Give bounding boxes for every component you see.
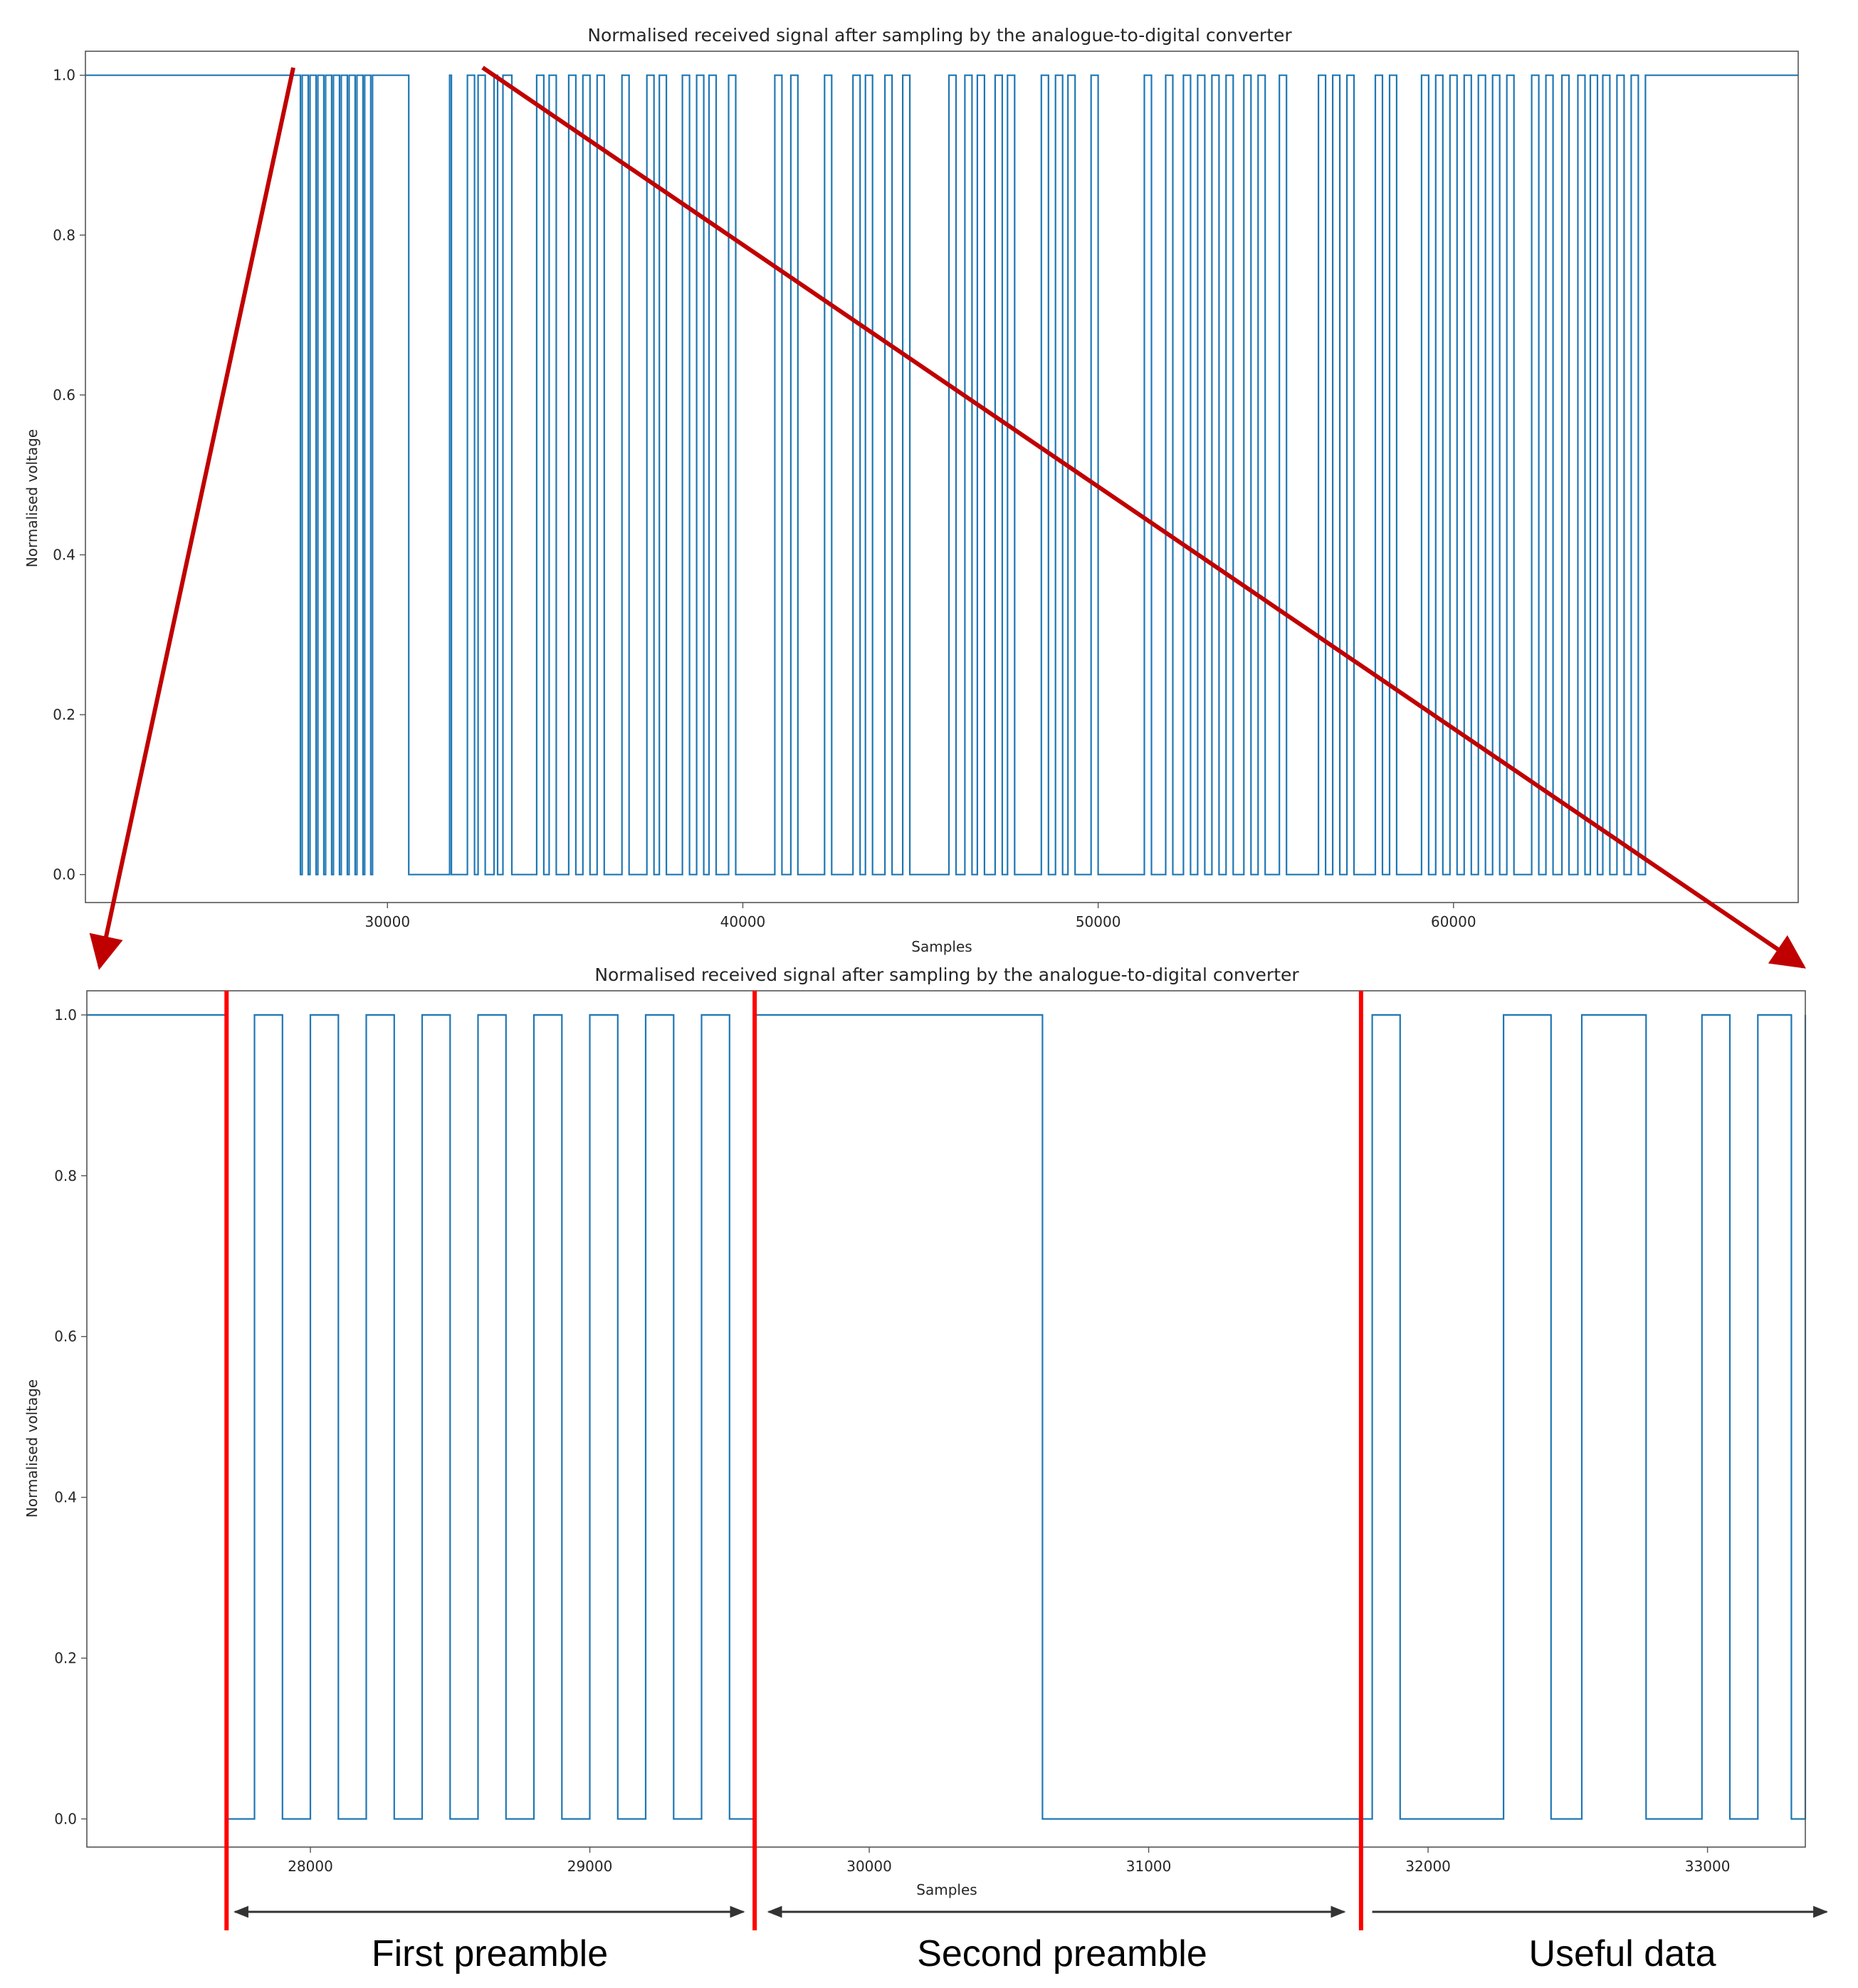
zoomed-x-tick-label: 28000 <box>288 1858 333 1875</box>
label-first-preamble: First preamble <box>372 1933 608 1974</box>
overview-y-axis-label: Normalised voltage <box>23 429 41 567</box>
overview-y-tick-label: 0.6 <box>53 386 75 404</box>
overview-y-tick-label: 1.0 <box>53 67 75 84</box>
zoomed-axes-frame <box>86 990 1806 1848</box>
zoomed-y-tick-label: 0.6 <box>54 1328 77 1345</box>
overview-x-tick-label: 60000 <box>1431 913 1476 930</box>
zoomed-chart-title: Normalised received signal after samplin… <box>594 964 1299 985</box>
zoomed-chart: Normalised received signal after samplin… <box>23 964 1807 1898</box>
zoomed-axes: 28000 29000 30000 31000 32000 33000 0.0 0.2 0.4 0… <box>54 990 1806 1875</box>
label-useful-data: Useful data <box>1528 1933 1716 1974</box>
overview-y-tick-label: 0.4 <box>53 546 75 563</box>
zoomed-y-tick-label: 0.2 <box>54 1650 77 1667</box>
overview-y-tick-label: 0.8 <box>53 226 75 243</box>
zoomed-y-tick-label: 0.0 <box>54 1810 77 1827</box>
overview-y-tick-label: 0.0 <box>53 866 75 883</box>
overview-x-axis-label: Samples <box>911 938 972 955</box>
section-annotations <box>224 991 1829 1930</box>
zoomed-x-tick-label: 31000 <box>1126 1858 1172 1875</box>
overview-y-tick-label: 0.2 <box>53 706 75 723</box>
zoomed-x-axis-label: Samples <box>916 1881 977 1898</box>
zoom-arrow-right <box>481 65 1806 969</box>
zoomed-signal-line <box>87 1014 1807 1820</box>
overview-axes-frame <box>85 51 1799 903</box>
zoomed-plot-area <box>87 1014 1807 1820</box>
overview-plot-area <box>85 74 1798 875</box>
overview-signal-line <box>85 74 1798 875</box>
label-second-preamble: Second preamble <box>917 1933 1207 1974</box>
zoomed-y-tick-label: 0.4 <box>54 1489 77 1506</box>
overview-x-tick-label: 30000 <box>364 913 410 930</box>
zoomed-y-tick-label: 0.8 <box>54 1167 77 1184</box>
zoom-arrow-left <box>89 67 295 970</box>
overview-chart: Normalised received signal after samplin… <box>23 25 1799 955</box>
zoomed-y-axis-label: Normalised voltage <box>23 1379 41 1518</box>
zoomed-y-tick-label: 1.0 <box>54 1006 77 1024</box>
zoomed-x-tick-label: 29000 <box>567 1858 613 1875</box>
overview-x-tick-label: 40000 <box>720 913 766 930</box>
overview-chart-title: Normalised received signal after samplin… <box>587 25 1292 46</box>
zoomed-x-tick-label: 32000 <box>1405 1858 1451 1875</box>
overview-x-tick-label: 50000 <box>1076 913 1121 930</box>
zoomed-x-tick-label: 33000 <box>1685 1858 1731 1875</box>
zoomed-x-tick-label: 30000 <box>846 1858 892 1875</box>
overview-axes: 30000 40000 50000 60000 0.0 0.2 0.4 0.6 0.8 1.0 <box>53 51 1799 930</box>
